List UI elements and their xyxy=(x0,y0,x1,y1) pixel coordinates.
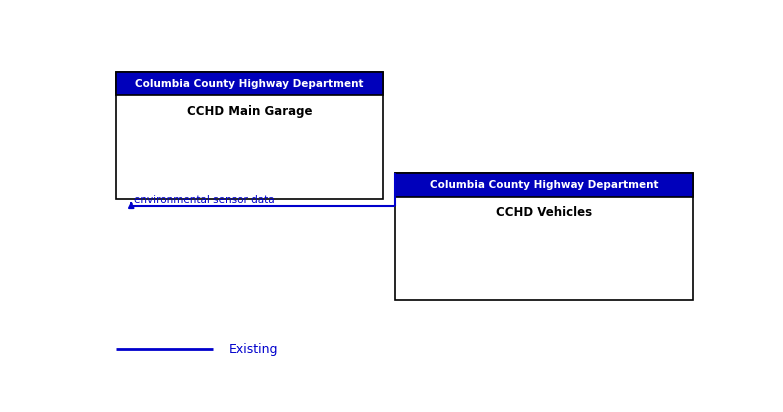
Text: CCHD Main Garage: CCHD Main Garage xyxy=(187,105,312,118)
Text: Columbia County Highway Department: Columbia County Highway Department xyxy=(135,79,364,89)
Bar xyxy=(116,72,383,96)
Bar xyxy=(395,173,693,197)
Text: Existing: Existing xyxy=(229,343,278,356)
Bar xyxy=(395,173,693,300)
Text: environmental sensor data: environmental sensor data xyxy=(135,195,275,205)
Bar xyxy=(116,72,383,96)
Bar xyxy=(116,72,383,199)
Bar xyxy=(395,173,693,197)
Text: Columbia County Highway Department: Columbia County Highway Department xyxy=(430,180,659,190)
Text: CCHD Vehicles: CCHD Vehicles xyxy=(496,206,592,220)
